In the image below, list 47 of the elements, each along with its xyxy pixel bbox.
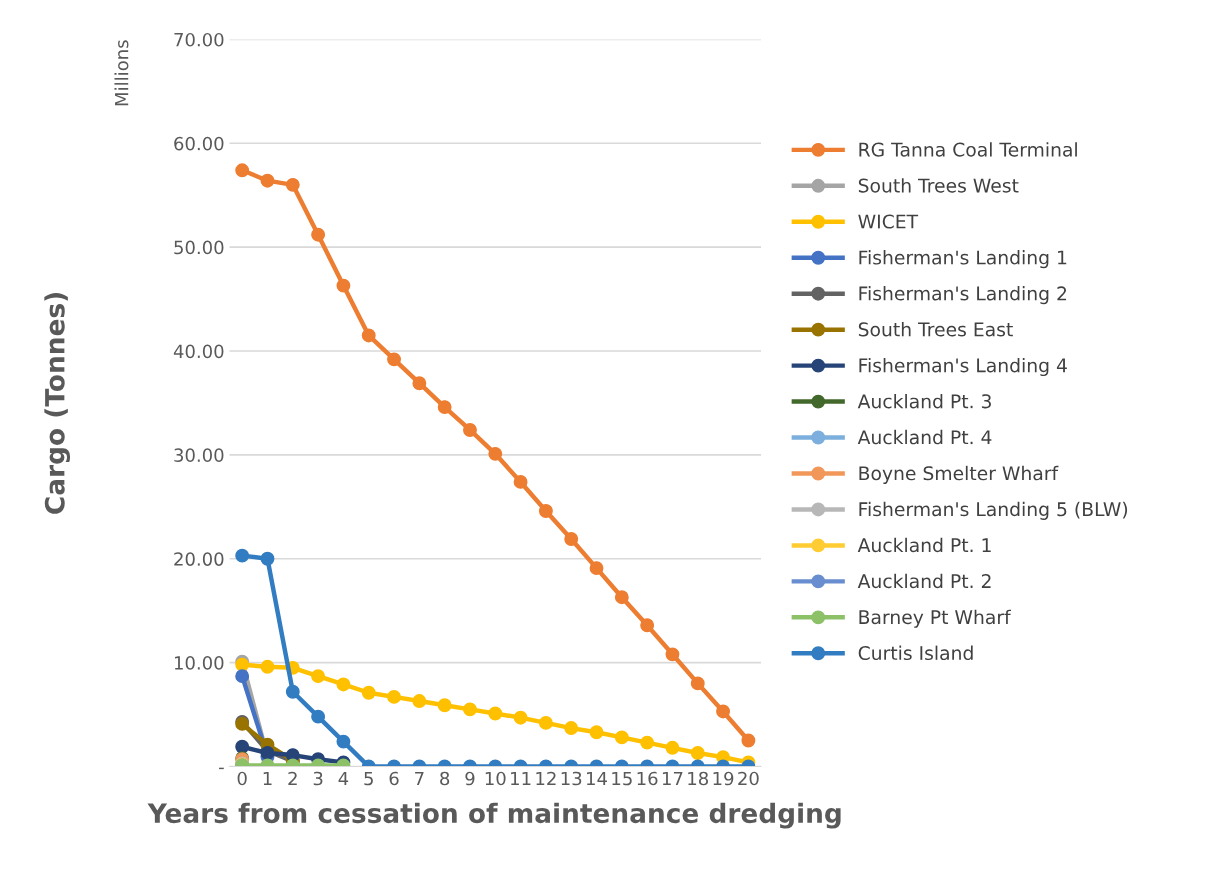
x-tick-label: 3 [313, 771, 323, 786]
y-tick-label: - [219, 767, 224, 770]
x-tick-label: 9 [465, 771, 475, 786]
y-tick-label: 40.00 [173, 344, 224, 359]
x-tick-label: 16 [637, 771, 658, 786]
x-tick-label: 0 [237, 771, 247, 786]
x-tick-label: 7 [415, 771, 424, 786]
x-tick-label: 12 [536, 771, 556, 786]
x-tick-label: 4 [338, 771, 349, 786]
x-tick-label: 8 [440, 771, 450, 786]
legend-label: RG Tanna Coal Terminal [859, 142, 1077, 157]
x-tick-label: 17 [662, 771, 683, 786]
y-tick-label: 20.00 [174, 552, 224, 566]
x-axis-title: Years from cessation of maintenance dredging [147, 802, 841, 829]
legend-label: Auckland Pt. 2 [857, 573, 991, 589]
legend-label: Curtis Island [858, 645, 973, 661]
legend-label: Fisherman's Landing 4 [859, 357, 1067, 377]
legend-label: Fisherman's Landing 2 [859, 286, 1067, 305]
x-tick-label: 13 [561, 771, 582, 786]
legend-label: South Trees West [858, 178, 1019, 193]
x-tick-label: 19 [713, 771, 734, 786]
legend-label: Fisherman's Landing 1 [859, 250, 1067, 269]
legend-label: Auckland Pt. 4 [857, 429, 992, 445]
y-axis-title: Cargo (Tonnes) [44, 293, 71, 514]
legend-label: Fisherman's Landing 5 (BLW) [859, 501, 1128, 520]
x-tick-label: 10 [485, 771, 506, 786]
x-tick-label: 18 [688, 771, 709, 786]
legend-label: South Trees East [858, 321, 1013, 337]
legend-label: Barney Pt Wharf [859, 609, 1012, 628]
y-tick-label: 70.00 [174, 32, 224, 47]
text: Millions [114, 40, 129, 106]
legend-label: Auckland Pt. 1 [857, 537, 991, 553]
legend-label: Boyne Smelter Wharf [859, 465, 1059, 484]
legend-label: WICET [858, 214, 919, 229]
x-tick-label: 11 [511, 771, 531, 786]
x-tick-label: 14 [587, 771, 607, 786]
x-tick-label: 6 [389, 771, 399, 786]
x-tick-label: 2 [288, 771, 297, 786]
x-tick-label: 20 [738, 771, 759, 786]
y-tick-label: 10.00 [174, 656, 224, 670]
x-tick-label: 5 [364, 771, 373, 786]
x-tick-label: 1 [263, 771, 272, 786]
y-tick-label: 60.00 [174, 136, 224, 151]
y-tick-label: 30.00 [174, 448, 224, 463]
x-tick-label: 15 [612, 771, 632, 786]
y-tick-label: 50.00 [174, 240, 224, 255]
legend-label: Auckland Pt. 3 [857, 393, 991, 409]
